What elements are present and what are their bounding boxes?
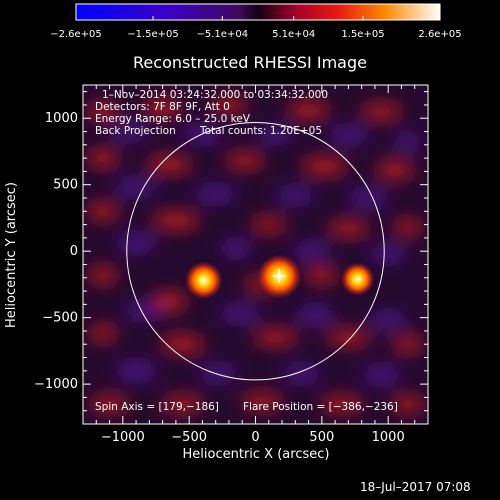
colorbar-tick-label: −2.6e+05	[50, 29, 102, 40]
annotation-method: Back Projection	[95, 125, 176, 137]
annotation-total-counts: Total counts: 1.20E+05	[199, 125, 322, 137]
heatmap-image	[83, 85, 428, 424]
annotation-spin-axis: Spin Axis = [179,−186]	[95, 401, 219, 413]
annotation-time-range: 1–Nov–2014 03:24:32.000 to 03:34:32.000	[102, 89, 328, 101]
annotation-energy-range: Energy Range: 6.0 – 25.0 keV	[95, 113, 251, 125]
colorbar-tick-label: 1.5e+05	[341, 29, 384, 40]
solar-disk-limb	[126, 121, 385, 381]
y-tick-label: −500	[42, 311, 78, 326]
annotation-flare-position: Flare Position = [−386,−236]	[243, 401, 398, 413]
x-tick-label: 0	[251, 430, 259, 445]
y-tick-label: −1000	[34, 377, 78, 392]
x-axis-label: Heliocentric X (arcsec)	[183, 447, 330, 462]
colorbar-tick-labels: −2.6e+05 −1.5e+05 −5.1e+04 5.1e+04 1.5e+05 2.…	[50, 29, 461, 40]
axis-ticks	[83, 85, 428, 424]
x-tick-labels: −1000 −500 0 500 1000	[101, 430, 405, 445]
colorbar-tick-label: −1.5e+05	[127, 29, 179, 40]
colorbar	[75, 3, 441, 21]
chart-title: Reconstructed RHESSI Image	[133, 53, 367, 72]
x-tick-label: −500	[171, 430, 207, 445]
colorbar-tick-label: 5.1e+04	[272, 29, 315, 40]
bright-source	[341, 262, 375, 296]
annotation-detectors: Detectors: 7F 8F 9F, Att 0	[95, 101, 230, 113]
x-tick-label: 1000	[372, 430, 405, 445]
footer-timestamp: 18–Jul–2017 07:08	[360, 480, 471, 494]
y-tick-label: 500	[53, 178, 78, 193]
y-tick-label: 1000	[45, 111, 78, 126]
x-tick-label: 500	[309, 430, 334, 445]
y-tick-label: 0	[70, 244, 78, 259]
colorbar-ticks	[75, 16, 441, 20]
colorbar-tick-label: −5.1e+04	[197, 29, 249, 40]
spin-axis-marker	[272, 268, 287, 283]
x-tick-label: −1000	[101, 430, 145, 445]
bright-source	[184, 261, 223, 300]
colorbar-tick-label: 2.6e+05	[418, 29, 461, 40]
y-tick-labels: −1000 −500 0 500 1000	[34, 111, 78, 392]
y-axis-label: Heliocentric Y (arcsec)	[4, 182, 19, 328]
